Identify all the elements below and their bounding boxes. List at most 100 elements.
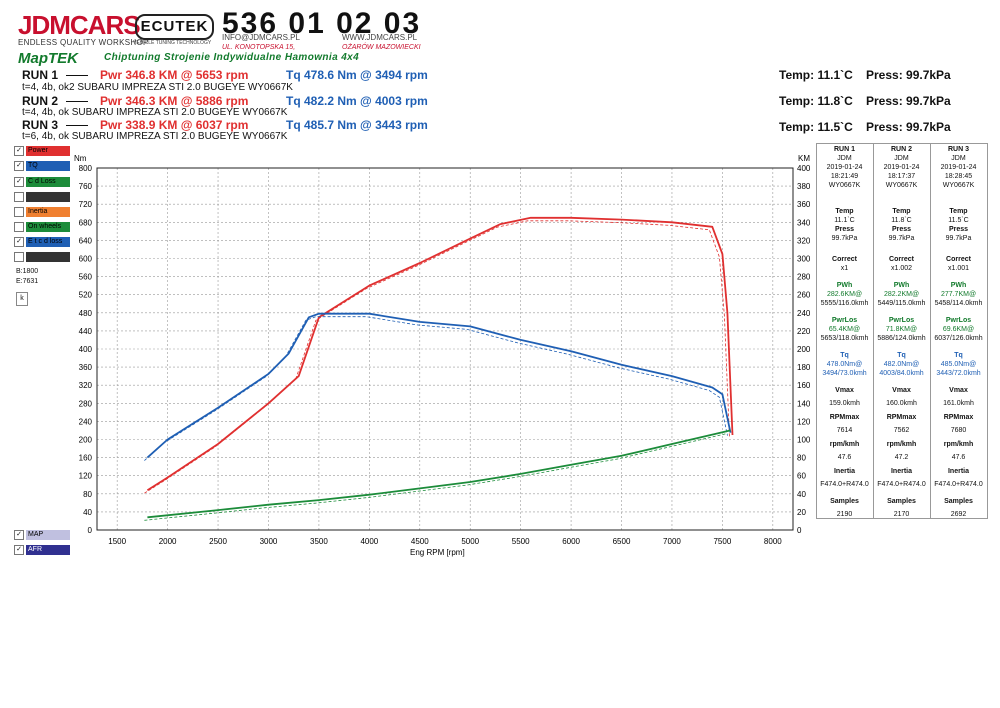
run-1-power: Pwr 346.8 KM @ 5653 rpm	[100, 68, 249, 82]
x-tick-label: 3000	[260, 537, 278, 546]
table-cell-vmax: 161.0kmh	[943, 400, 974, 407]
y-left-tick-label: 240	[79, 417, 93, 426]
series-line-c-d-loss-run	[144, 433, 728, 521]
legend-item-map[interactable]: ✓ MAP	[14, 530, 70, 540]
table-cell-press-label: Press	[948, 226, 969, 233]
table-cell-rpmkmh: 47.6	[837, 454, 852, 461]
results-table: RUN 1 JDM 2019-01-24 18:21:49 WY0667K Temp 11.…	[816, 143, 988, 519]
y-left-tick-label: 120	[79, 472, 93, 481]
legend-item-on-wheels[interactable]: On wheels	[14, 222, 70, 232]
table-cell-plate: WY0667K	[885, 182, 918, 189]
table-cell-tq-label: Tq	[840, 352, 849, 359]
e-value: E:7631	[16, 278, 39, 285]
legend-checkbox[interactable]	[14, 192, 24, 202]
x-tick-label: 8000	[764, 537, 782, 546]
legend-item-blank-1[interactable]	[14, 192, 70, 202]
table-cell-tq-label: Tq	[897, 352, 906, 359]
table-cell-time: 18:21:49	[830, 173, 859, 180]
table-cell-rpmkmh-label: rpm/kmh	[829, 441, 860, 448]
table-cell-samples: 2170	[893, 511, 910, 518]
y-left-tick-label: 760	[79, 182, 93, 191]
tagline: Chiptuning Strojenie Indywidualne Hamown…	[104, 52, 360, 63]
table-cell-press: 99.7kPa	[888, 235, 915, 242]
run-1-line-swatch	[66, 75, 88, 76]
legend-item-inertia[interactable]: Inertia	[14, 207, 70, 217]
x-tick-label: 2000	[159, 537, 177, 546]
y-left-axis-label: Nm	[74, 154, 87, 163]
y-right-axis-label: KM	[798, 154, 810, 163]
y-right-tick-label: 120	[797, 417, 811, 426]
table-cell-press-label: Press	[834, 226, 855, 233]
series-line-tq-run	[144, 316, 728, 461]
table-cell-temp: 11.8`C	[891, 217, 912, 224]
x-axis-label: Eng RPM [rpm]	[410, 548, 465, 557]
table-cell-jdm: JDM	[894, 155, 909, 162]
legend-item-afr[interactable]: ✓ AFR	[14, 545, 70, 555]
run-2-torque: Tq 482.2 Nm @ 4003 rpm	[286, 94, 428, 108]
table-cell-pwrlos-label: PwrLos	[888, 317, 915, 324]
legend-checkbox[interactable]: ✓	[14, 530, 24, 540]
legend-checkbox[interactable]: ✓	[14, 161, 24, 171]
table-cell-samples-label: Samples	[944, 498, 973, 505]
legend-checkbox[interactable]	[14, 207, 24, 217]
y-right-tick-label: 340	[797, 218, 811, 227]
table-cell-pwh-label: PWh	[893, 282, 910, 289]
table-cell-tq: 482.0Nm@	[883, 361, 920, 368]
brand-logo: JDMCARS	[18, 10, 141, 40]
table-cell-vmax: 160.0kmh	[886, 400, 917, 407]
y-right-tick-label: 160	[797, 381, 811, 390]
k-button[interactable]: k	[16, 292, 28, 306]
table-cell-pwrlos: 65.4KM@	[828, 326, 861, 333]
run-1-torque: Tq 478.6 Nm @ 3494 rpm	[286, 68, 428, 82]
legend-label: E t c d loss	[26, 237, 70, 247]
y-left-tick-label: 720	[79, 200, 93, 209]
run-2-power: Pwr 346.3 KM @ 5886 rpm	[100, 94, 249, 108]
table-cell-correct: x1.001	[947, 265, 970, 272]
table-cell-tq-at: 3443/72.0kmh	[936, 370, 981, 377]
x-tick-label: 1500	[108, 537, 126, 546]
ecutek-logo: ECUTEK	[135, 14, 214, 40]
legend-checkbox[interactable]: ✓	[14, 237, 24, 247]
legend-item-tq[interactable]: ✓ TQ	[14, 161, 70, 171]
table-cell-temp-label: Temp	[892, 208, 911, 215]
y-right-tick-label: 400	[797, 164, 811, 173]
table-cell-correct-label: Correct	[946, 256, 971, 263]
address: UL. KONOTOPSKA 15,	[222, 44, 296, 51]
legend-checkbox[interactable]	[14, 252, 24, 262]
legend-checkbox[interactable]: ✓	[14, 545, 24, 555]
legend-checkbox[interactable]: ✓	[14, 146, 24, 156]
table-cell-rpmmax-label: RPMmax	[829, 414, 860, 421]
y-right-tick-label: 40	[797, 490, 806, 499]
series-line-c-d-loss	[147, 429, 731, 519]
table-cell-correct-label: Correct	[832, 256, 857, 263]
y-right-tick-label: 0	[797, 526, 802, 535]
x-tick-label: 7000	[663, 537, 681, 546]
run-3-label: RUN 3	[22, 118, 59, 132]
legend-item-blank-2[interactable]	[14, 252, 70, 262]
table-cell-correct: x1	[840, 265, 849, 272]
legend-label	[26, 192, 70, 202]
table-cell-tq: 485.0Nm@	[940, 361, 977, 368]
legend-item-etcd-loss[interactable]: ✓ E t c d loss	[14, 237, 70, 247]
y-left-axis-ticks: 0 40 80 120 160 200 240 280 320 360 400 440 480 520 56…	[79, 164, 93, 535]
table-cell-pwh: 282.2KM@	[883, 291, 920, 298]
series-line-power-run	[144, 220, 730, 494]
x-tick-label: 4500	[411, 537, 429, 546]
legend-label: C d Loss	[26, 177, 70, 187]
legend-checkbox[interactable]	[14, 222, 24, 232]
table-cell-jdm: JDM	[951, 155, 966, 162]
table-cell-vmax-label: Vmax	[949, 387, 968, 394]
y-right-tick-label: 260	[797, 291, 811, 300]
table-cell-plate: WY0667K	[828, 182, 861, 189]
legend-item-cd-loss[interactable]: ✓ C d Loss	[14, 177, 70, 187]
legend-label: Power	[26, 146, 70, 156]
legend-checkbox[interactable]: ✓	[14, 177, 24, 187]
legend-item-power[interactable]: ✓ Power	[14, 146, 70, 156]
y-right-tick-label: 380	[797, 182, 811, 191]
table-cell-date: 2019-01-24	[940, 164, 977, 171]
table-cell-temp: 11.5`C	[948, 217, 969, 224]
table-cell-samples: 2692	[950, 511, 967, 518]
table-cell-inertia: F474.0+R474.0	[877, 481, 926, 488]
city: OŻARÓW MAZOWIECKI	[342, 44, 421, 51]
